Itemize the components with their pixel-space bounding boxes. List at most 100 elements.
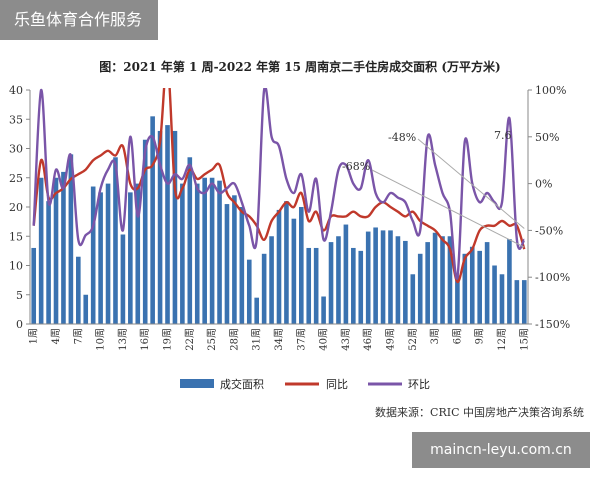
x-tick-label: 16周: [139, 328, 151, 351]
annotation-label: 7.6: [494, 129, 512, 142]
bar: [425, 242, 430, 324]
x-tick-label: 7周: [72, 328, 84, 344]
annotation-leader: [417, 138, 525, 229]
bar: [135, 183, 141, 324]
x-tick-label: 25周: [206, 328, 218, 351]
bar: [46, 201, 51, 324]
bar: [187, 157, 193, 324]
x-tick-label: 13周: [117, 328, 129, 351]
x-tick-label: 12周: [496, 328, 508, 351]
y-tick-label: 5: [16, 289, 23, 302]
bar: [321, 296, 326, 324]
bar: [180, 183, 185, 324]
y-tick-label: 35: [9, 113, 23, 126]
x-tick-label: 4周: [50, 328, 62, 344]
bar: [358, 250, 364, 324]
bar: [209, 177, 215, 324]
bar: [313, 247, 319, 324]
x-tick-label: 22周: [184, 328, 196, 351]
bar: [269, 236, 274, 324]
bar: [417, 253, 423, 324]
bar: [276, 209, 282, 324]
bar: [328, 242, 334, 324]
bar: [217, 180, 222, 324]
bar: [202, 177, 207, 324]
legend-label-mom: 环比: [408, 378, 430, 391]
y-tick-label: 25: [9, 172, 23, 185]
annotation-label: -68%: [342, 160, 370, 173]
bar: [246, 259, 252, 324]
bar: [76, 256, 81, 324]
annotation-leader: [371, 169, 525, 248]
bar: [120, 234, 126, 324]
annotation-label: -48%: [388, 131, 416, 144]
bar: [351, 247, 356, 324]
x-tick-label: 15周: [518, 328, 530, 351]
bar: [455, 275, 460, 324]
bar: [388, 230, 393, 324]
legend-swatch-bar: [180, 379, 214, 388]
x-tick-label: 19周: [162, 328, 174, 351]
x-tick-label: 34周: [273, 328, 285, 351]
x-tick-label: 1周: [28, 328, 40, 344]
bar: [403, 240, 408, 324]
bar: [61, 171, 66, 324]
bar: [521, 280, 527, 324]
x-tick-label: 31周: [251, 328, 263, 351]
series-line-mom: [32, 88, 526, 280]
y2-tick-label: -50%: [535, 224, 563, 237]
bar: [83, 294, 89, 324]
legend-label-yoy: 同比: [326, 378, 348, 391]
x-tick-label: 10周: [95, 328, 107, 351]
bar: [336, 236, 341, 324]
y-tick-label: 30: [9, 143, 23, 156]
legend-label-bar: 成交面积: [220, 377, 264, 391]
bar: [499, 274, 505, 324]
bar: [224, 204, 230, 324]
x-tick-label: 49周: [384, 328, 396, 351]
bar: [380, 230, 386, 324]
bar: [447, 236, 453, 324]
watermark-top: 乐鱼体育合作服务: [0, 0, 158, 40]
x-tick-label: 40周: [318, 328, 330, 351]
bar: [254, 297, 260, 324]
bar: [365, 231, 371, 324]
bar: [105, 183, 111, 324]
source-note: 数据来源：CRIC 中国房地产决策咨询系统: [375, 406, 584, 419]
x-tick-label: 6周: [451, 328, 463, 344]
bar: [306, 247, 312, 324]
y2-tick-label: -100%: [535, 271, 570, 284]
bar: [477, 250, 482, 324]
bar: [395, 236, 401, 324]
bar: [165, 125, 170, 324]
bar: [514, 280, 520, 324]
bar: [142, 139, 148, 324]
y-tick-label: 15: [9, 230, 23, 243]
bar: [128, 192, 133, 324]
y-tick-label: 0: [16, 318, 23, 331]
x-tick-label: 43周: [340, 328, 352, 351]
y-tick-label: 10: [9, 260, 23, 273]
bar: [53, 177, 59, 324]
bar: [261, 253, 267, 324]
bar: [113, 157, 118, 324]
bar: [507, 239, 512, 324]
bar: [172, 130, 178, 324]
bar: [90, 186, 96, 324]
x-tick-label: 37周: [295, 328, 307, 351]
bar: [469, 246, 475, 324]
y2-tick-label: 0%: [535, 178, 552, 191]
bar: [194, 183, 200, 324]
bar: [284, 201, 289, 324]
bar: [232, 195, 237, 324]
bar: [462, 253, 468, 324]
watermark-bottom: maincn-leyu.com.cn: [412, 432, 590, 468]
y2-tick-label: -150%: [535, 318, 570, 331]
y-tick-label: 20: [9, 201, 23, 214]
bar: [68, 154, 74, 324]
bar: [31, 247, 37, 324]
bar: [298, 207, 304, 324]
x-tick-label: 9周: [474, 328, 486, 344]
y2-tick-label: 50%: [535, 131, 559, 144]
bar: [410, 274, 416, 324]
